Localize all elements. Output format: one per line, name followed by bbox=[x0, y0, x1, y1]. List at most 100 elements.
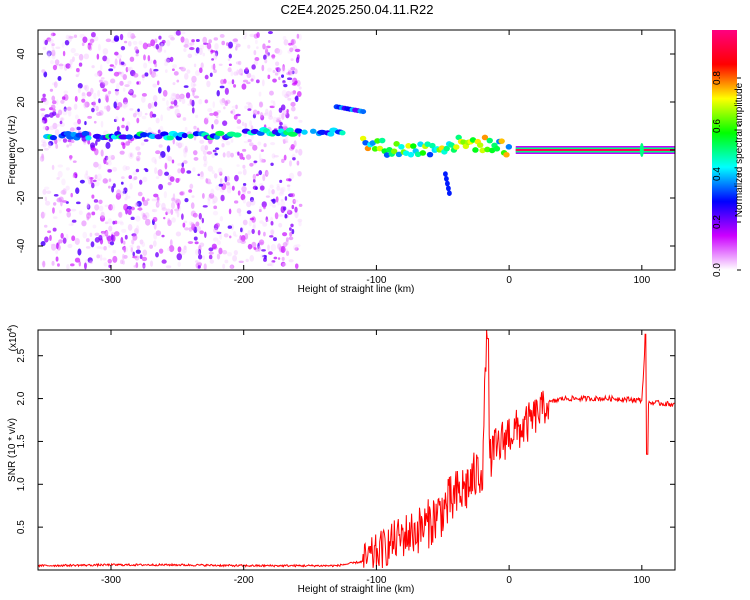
spectrogram-noise-blob bbox=[216, 110, 221, 113]
spectrogram-noise-blob bbox=[183, 85, 189, 88]
spectrogram-noise-blob bbox=[195, 260, 199, 263]
spectrogram-low-branch-blob bbox=[443, 171, 448, 177]
spectrogram-noise-blob bbox=[218, 247, 223, 255]
spectrogram-noise-blob bbox=[180, 67, 186, 72]
spectrogram-noise-blob bbox=[57, 164, 63, 168]
spectrogram-noise-blob bbox=[41, 154, 45, 162]
spectrogram-descending-blob bbox=[419, 150, 427, 156]
spectrogram-noise-blob bbox=[167, 219, 172, 227]
spectrogram-y-tick-label: -40 bbox=[16, 238, 27, 253]
spectrogram-noise-blob bbox=[110, 78, 116, 84]
spectrogram-noise-blob bbox=[186, 69, 191, 74]
spectrogram-noise-blob bbox=[126, 121, 131, 127]
spectrogram-noise-blob bbox=[130, 33, 136, 40]
spectrogram-noise-blob bbox=[142, 42, 148, 50]
spectrogram-noise-blob bbox=[62, 138, 68, 143]
spectrogram-noise-blob bbox=[153, 101, 158, 107]
spectrogram-noise-blob bbox=[152, 83, 157, 88]
spectrogram-noise-blob bbox=[121, 253, 125, 261]
spectrogram-noise-blob bbox=[104, 221, 109, 225]
spectrogram-noise-blob bbox=[179, 94, 184, 99]
spectrogram-noise-blob bbox=[294, 211, 299, 219]
spectrogram-noise-blob bbox=[279, 179, 283, 183]
spectrogram-noise-blob bbox=[202, 52, 206, 57]
spectrogram-noise-blob bbox=[155, 230, 162, 236]
spectrogram-noise-blob bbox=[228, 63, 232, 67]
spectrogram-noise-blob bbox=[251, 134, 254, 140]
spectrogram-descending-blob bbox=[484, 146, 491, 153]
spectrogram-noise-blob bbox=[189, 42, 195, 46]
spectrogram-noise-blob bbox=[246, 201, 252, 208]
spectrogram-noise-blob bbox=[288, 227, 292, 231]
colorbar-tick-label: 0.8 bbox=[712, 71, 723, 85]
spectrogram-noise-blob bbox=[41, 116, 47, 124]
spectrogram-noise-blob bbox=[172, 93, 177, 97]
spectrogram-noise-blob bbox=[275, 67, 279, 71]
spectrogram-noise-blob bbox=[249, 162, 254, 167]
spectrogram-noise-blob bbox=[71, 235, 76, 242]
spectrogram-noise-blob bbox=[183, 220, 188, 224]
spectrogram-noise-blob bbox=[189, 47, 195, 51]
spectrogram-noise-blob bbox=[258, 208, 262, 213]
spectrogram-noise-blob bbox=[233, 84, 237, 88]
spectrogram-noise-blob bbox=[123, 255, 128, 259]
spectrogram-noise-blob bbox=[181, 98, 186, 105]
spectrogram-noise-blob bbox=[95, 140, 98, 146]
spectrogram-noise-blob bbox=[112, 183, 116, 188]
spectrogram-noise-blob bbox=[162, 97, 166, 102]
spectrogram-noise-blob bbox=[183, 160, 188, 164]
spectrogram-noise-blob bbox=[151, 101, 155, 109]
spectrogram-noise-blob bbox=[211, 153, 216, 159]
spectrogram-noise-blob bbox=[193, 236, 198, 241]
snr-y-tick-label: 2.0 bbox=[16, 391, 27, 405]
spectrogram-noise-blob bbox=[238, 260, 244, 264]
spectrogram-noise-blob bbox=[87, 139, 91, 145]
spectrogram-noise-blob bbox=[271, 153, 276, 159]
spectrogram-noise-blob bbox=[290, 91, 296, 96]
spectrogram-noise-blob bbox=[169, 176, 175, 182]
spectrogram-noise-blob bbox=[200, 171, 204, 178]
spectrogram-noise-blob bbox=[280, 104, 286, 111]
spectrogram-noise-blob bbox=[160, 151, 166, 158]
spectrogram-noise-blob bbox=[91, 182, 95, 189]
spectrogram-noise-blob bbox=[158, 155, 162, 160]
spectrogram-noise-blob bbox=[232, 255, 238, 262]
snr-background bbox=[38, 330, 675, 570]
spectrogram-noise-blob bbox=[72, 160, 77, 163]
spectrogram-noise-blob bbox=[224, 175, 228, 183]
spectrogram-noise-blob bbox=[58, 196, 64, 202]
spectrogram-noise-blob bbox=[149, 68, 152, 75]
spectrogram-noise-blob bbox=[257, 245, 261, 252]
spectrogram-noise-blob bbox=[107, 169, 112, 173]
spectrogram-noise-blob bbox=[269, 235, 274, 238]
spectrogram-descending-blob bbox=[362, 139, 369, 146]
spectrogram-noise-blob bbox=[179, 191, 184, 196]
spectrogram-main-line-blob bbox=[285, 127, 294, 133]
spectrogram-noise-blob bbox=[298, 33, 302, 41]
spectrogram-noise-blob bbox=[117, 71, 122, 75]
spectrogram-noise-blob bbox=[197, 173, 201, 177]
spectrogram-noise-blob bbox=[225, 181, 231, 186]
spectrogram-noise-blob bbox=[206, 178, 211, 184]
spectrogram-noise-blob bbox=[74, 95, 78, 102]
colorbar-ticks: 0.0 0.2 0.4 0.6 0.8 bbox=[712, 71, 741, 277]
spectrogram-noise-blob bbox=[223, 106, 226, 110]
spectrogram-noise-blob bbox=[104, 229, 109, 237]
spectrogram-noise-blob bbox=[158, 248, 164, 254]
spectrogram-noise-blob bbox=[247, 138, 252, 143]
spectrogram-noise-blob bbox=[158, 35, 162, 40]
spectrogram-noise-blob bbox=[278, 76, 281, 81]
spectrogram-noise-blob bbox=[279, 121, 283, 126]
spectrogram-noise-blob bbox=[87, 115, 93, 119]
spectrogram-noise-blob bbox=[282, 139, 286, 144]
spectrogram-noise-blob bbox=[155, 176, 160, 180]
spectrogram-noise-blob bbox=[91, 147, 97, 152]
spectrogram-noise-blob bbox=[104, 155, 109, 161]
spectrogram-noise-blob bbox=[196, 225, 201, 232]
spectrogram-noise-blob bbox=[176, 210, 180, 218]
spectrogram-noise-blob bbox=[138, 40, 143, 46]
spectrogram-noise-blob bbox=[207, 196, 211, 201]
spectrogram-noise-blob bbox=[209, 112, 214, 116]
spectrogram-noise-blob bbox=[140, 142, 145, 146]
spectrogram-noise-blob bbox=[64, 39, 70, 46]
